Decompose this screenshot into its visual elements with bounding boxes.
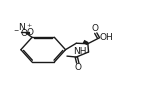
Text: $^-$O: $^-$O — [12, 27, 28, 38]
Text: O: O — [91, 24, 98, 33]
Text: N$^+$: N$^+$ — [18, 21, 33, 33]
Text: NH: NH — [74, 47, 87, 56]
Text: O: O — [74, 63, 81, 72]
Text: O: O — [26, 28, 33, 37]
Text: OH: OH — [100, 33, 113, 43]
